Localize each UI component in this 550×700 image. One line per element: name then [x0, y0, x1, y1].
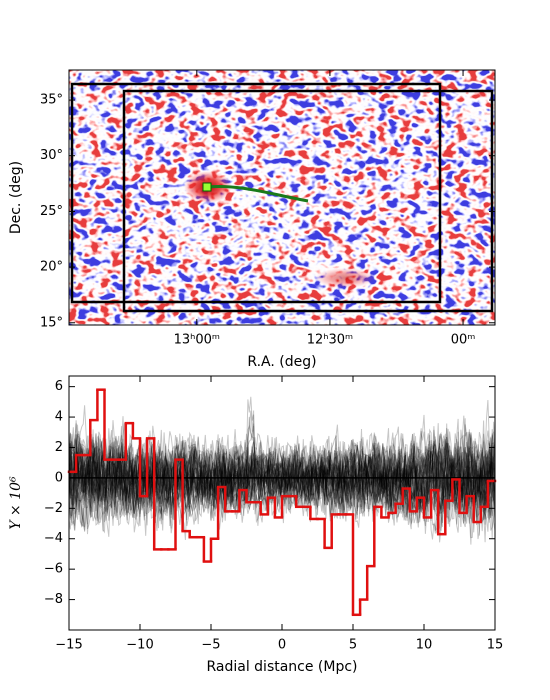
realization-line	[69, 435, 495, 539]
y-tick-label: −8	[44, 592, 63, 607]
x-axis-label: Radial distance (Mpc)	[206, 659, 357, 675]
y-tick-label: −2	[44, 501, 63, 516]
x-tick-label: −5	[201, 638, 220, 653]
x-tick-label: 13ʰ00ᵐ	[174, 333, 220, 348]
y-tick-label: 2	[55, 440, 63, 455]
x-tick-label: −15	[55, 638, 82, 653]
x-tick-label: 12ʰ30ᵐ	[307, 333, 353, 348]
y-tick-label: 30°	[40, 148, 63, 163]
plot-frame	[68, 69, 496, 326]
realization-line	[69, 428, 495, 540]
realization-line	[69, 430, 495, 536]
x-axis-label: R.A. (deg)	[247, 354, 316, 370]
x-tick-label: 0	[278, 638, 286, 653]
x-tick-label: 5	[349, 638, 357, 653]
x-tick-label: 10	[416, 638, 433, 653]
x-tick-label: −10	[126, 638, 153, 653]
realization-line	[69, 410, 495, 524]
cluster-marker	[202, 182, 212, 192]
y-tick-label: 15°	[40, 315, 63, 330]
y-axis-label: Y × 10⁶	[8, 476, 24, 530]
realization-line	[69, 431, 495, 532]
x-tick-label: 00ᵐ	[451, 333, 476, 348]
field-box	[70, 82, 442, 304]
filament-path	[206, 184, 309, 203]
realizations	[69, 396, 495, 545]
filament-blob	[315, 268, 375, 288]
y-tick-label: −4	[44, 531, 63, 546]
map-image	[69, 70, 495, 325]
y-tick-label: 4	[55, 410, 63, 425]
sky-map	[69, 70, 495, 325]
y-tick-label: −6	[44, 562, 63, 577]
y-tick-label: 25°	[40, 204, 63, 219]
y-axis-label: Dec. (deg)	[8, 161, 24, 234]
y-tick-label: 35°	[40, 93, 63, 108]
y-tick-label: 0	[55, 470, 63, 485]
y-tick-label: 6	[55, 379, 63, 394]
x-tick-label: 15	[487, 638, 504, 653]
y-tick-label: 20°	[40, 260, 63, 275]
field-box	[122, 89, 494, 313]
realization-line	[69, 434, 495, 532]
